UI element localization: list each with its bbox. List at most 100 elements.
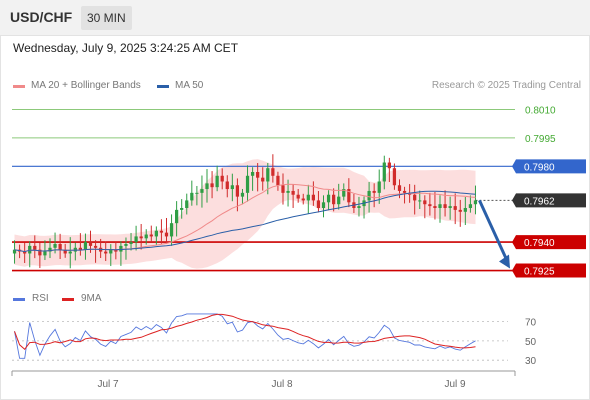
candle-body-83: [433, 206, 437, 208]
ma9-legend-swatch: [62, 298, 74, 301]
candle-body-39: [210, 183, 214, 188]
candle-body-57: [301, 198, 305, 201]
candle-body-53: [281, 185, 285, 193]
candle-body-10: [63, 249, 67, 254]
candle-body-81: [423, 200, 427, 205]
pivot-price-label: 0.7940: [524, 238, 555, 249]
candle-body-55: [291, 190, 295, 195]
candle-body-44: [235, 185, 240, 197]
candle-body-19: [109, 249, 113, 254]
current-price-label: 0.7962: [524, 196, 555, 207]
resistance-price-label-box: [512, 159, 586, 174]
candle-body-20: [114, 249, 118, 252]
projection-arrow: [478, 199, 510, 269]
candle-body-25: [139, 236, 143, 239]
candle-body-18: [104, 251, 108, 254]
candle-body-73: [382, 162, 386, 182]
candle-body-28: [154, 230, 158, 237]
candle-body-35: [190, 192, 194, 201]
candle-body-42: [225, 181, 229, 190]
candle-body-79: [413, 194, 417, 201]
ma50-legend-label: MA 50: [175, 80, 204, 91]
pivot-price-label-box: [512, 235, 586, 250]
ma50-legend-swatch: [157, 85, 169, 88]
resistance-price-label: 0.7980: [524, 162, 555, 173]
candle-body-84: [438, 204, 442, 208]
candle-body-65: [342, 189, 346, 197]
candle-body-43: [230, 185, 234, 190]
candle-body-40: [215, 175, 219, 188]
candle-body-9: [58, 244, 62, 250]
ma50-line: [14, 190, 476, 253]
candle-body-14: [83, 242, 88, 250]
x-tick-1: Jul 8: [271, 379, 293, 390]
support-price-label: 0.7925: [524, 267, 555, 278]
candle-body-36: [195, 192, 199, 194]
candle-body-3: [28, 245, 32, 254]
candle-body-22: [124, 244, 128, 246]
candle-body-47: [250, 172, 255, 176]
ma20-legend-swatch: [13, 85, 25, 88]
candle-body-80: [418, 200, 422, 202]
candle-body-89: [463, 208, 467, 212]
candle-body-77: [402, 190, 407, 193]
candle-body-5: [38, 249, 42, 256]
rsi-tick-70: 70: [525, 318, 537, 329]
candle-body-29: [159, 230, 164, 233]
candle-body-68: [357, 206, 361, 208]
candle-body-11: [68, 251, 72, 254]
candle-body-49: [261, 177, 265, 182]
candle-body-76: [397, 185, 402, 191]
candle-body-51: [271, 168, 275, 176]
timestamp: Wednesday, July 9, 2025 3:24:25 AM CET: [13, 41, 239, 55]
candle-body-52: [276, 175, 280, 186]
candle-body-13: [78, 247, 83, 250]
rsi-line: [14, 313, 476, 359]
rsi-legend-swatch: [13, 298, 25, 301]
candle-body-27: [149, 234, 153, 237]
candle-body-46: [245, 175, 250, 193]
candle-body-63: [332, 194, 336, 205]
candle-body-0: [12, 249, 17, 254]
current-price-label-box: [512, 193, 586, 208]
candle-body-37: [200, 189, 204, 193]
target-price-label-2: 0.7995: [525, 134, 556, 145]
candle-body-38: [205, 183, 209, 190]
chart-header: USD/CHF 30 MIN: [0, 0, 590, 36]
timeframe-button[interactable]: 30 MIN: [81, 6, 132, 30]
candle-body-8: [53, 244, 57, 248]
candle-body-72: [377, 181, 381, 193]
candle-body-41: [220, 175, 224, 182]
candle-body-74: [387, 162, 391, 169]
ma20-legend-label: MA 20 + Bollinger Bands: [31, 80, 141, 91]
x-tick-2: Jul 9: [444, 379, 466, 390]
x-tick-0: Jul 7: [97, 379, 119, 390]
rsi-tick-50: 50: [525, 337, 537, 348]
credit-text: Research © 2025 Trading Central: [431, 80, 581, 91]
price-labels: 0.8010 0.7995 0.7980 0.7962 0.7940 0.7925: [512, 105, 586, 278]
candle-body-21: [119, 245, 123, 252]
candle-body-58: [306, 194, 310, 201]
moving-averages: [14, 183, 476, 253]
candle-body-64: [337, 196, 341, 205]
ma9-legend-label: 9MA: [81, 293, 102, 304]
candle-body-71: [372, 190, 376, 193]
candle-body-87: [453, 206, 457, 210]
rsi-panel: 70 50 30: [12, 313, 537, 367]
time-axis: Jul 7 Jul 8 Jul 9: [11, 370, 516, 390]
candle-body-54: [286, 190, 290, 193]
candle-body-70: [367, 190, 371, 201]
candle-body-31: [169, 223, 174, 237]
candle-body-4: [33, 245, 37, 250]
candle-body-88: [458, 209, 462, 212]
rsi-ma-line: [14, 313, 476, 351]
candle-body-85: [443, 204, 447, 208]
candle-body-62: [326, 194, 331, 203]
candle-body-7: [48, 247, 52, 252]
projection-arrow-head: [499, 254, 510, 269]
rsi-tick-30: 30: [525, 356, 537, 367]
candle-body-86: [448, 206, 452, 208]
candle-body-48: [256, 172, 260, 178]
symbol-label: USD/CHF: [10, 9, 73, 25]
